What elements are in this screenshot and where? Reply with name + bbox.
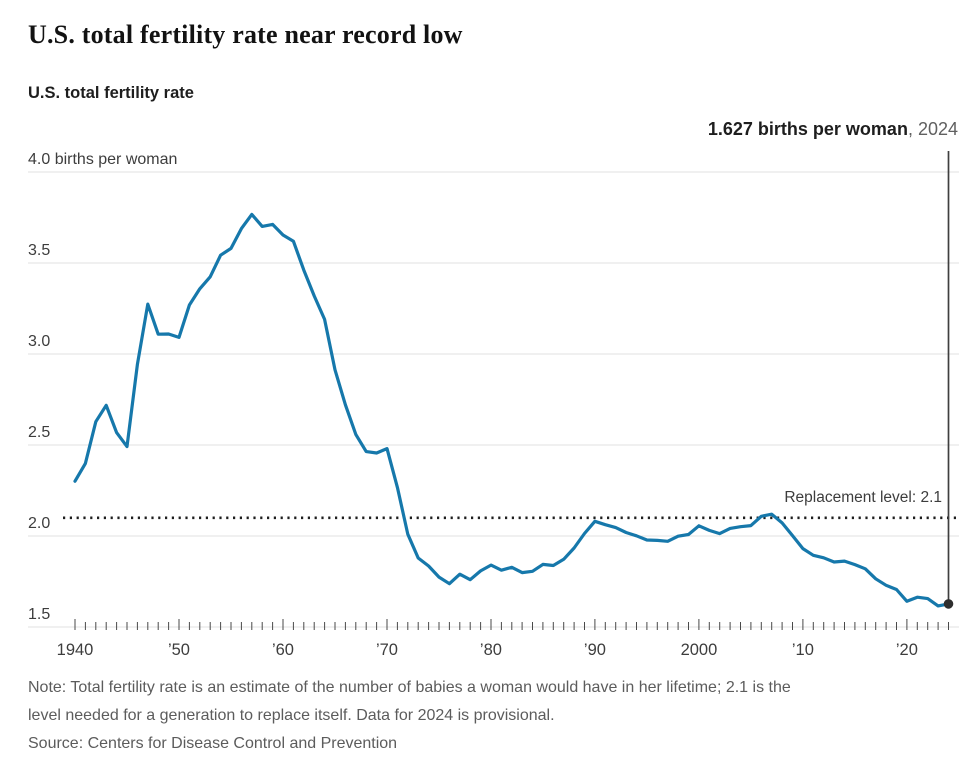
x-axis-label: ’70 [375, 641, 398, 659]
note-line-2: level needed for a generation to replace… [28, 707, 555, 724]
note-line-1: Note: Total fertility rate is an estimat… [28, 679, 791, 696]
x-axis-label: ’80 [479, 641, 502, 659]
x-axis-label: ’50 [167, 641, 190, 659]
x-axis-label: ’10 [791, 641, 814, 659]
chart-title: U.S. total fertility rate near record lo… [28, 20, 463, 49]
x-axis-label: ’60 [271, 641, 294, 659]
latest-value-annotation: 1.627 births per woman, 2024 [708, 119, 958, 140]
y-axis-label: 2.0 [28, 515, 51, 532]
chart-subtitle: U.S. total fertility rate [28, 84, 194, 102]
chart-source: Source: Centers for Disease Control and … [28, 735, 398, 752]
x-axis-label: 2000 [680, 641, 718, 659]
y-axis-label: 3.0 [28, 333, 51, 350]
y-axis-label: 1.5 [28, 606, 51, 623]
fertility-trend-line [73, 212, 951, 608]
y-axis-label: 2.5 [28, 424, 51, 441]
latest-value-year: , 2024 [907, 119, 958, 139]
y-axis-label: 4.0 births per woman [28, 151, 178, 168]
y-axis-label: 3.5 [28, 242, 51, 259]
latest-point-dot [943, 599, 954, 609]
x-axis-label: ’90 [583, 641, 606, 659]
chart-note: Note: Total fertility rate is an estimat… [28, 674, 964, 730]
latest-value-text: 1.627 births per woman [707, 119, 908, 139]
x-axis-label: ’20 [895, 641, 918, 659]
x-axis-label: 1940 [56, 641, 94, 659]
replacement-level-label: Replacement level: 2.1 [784, 489, 942, 506]
